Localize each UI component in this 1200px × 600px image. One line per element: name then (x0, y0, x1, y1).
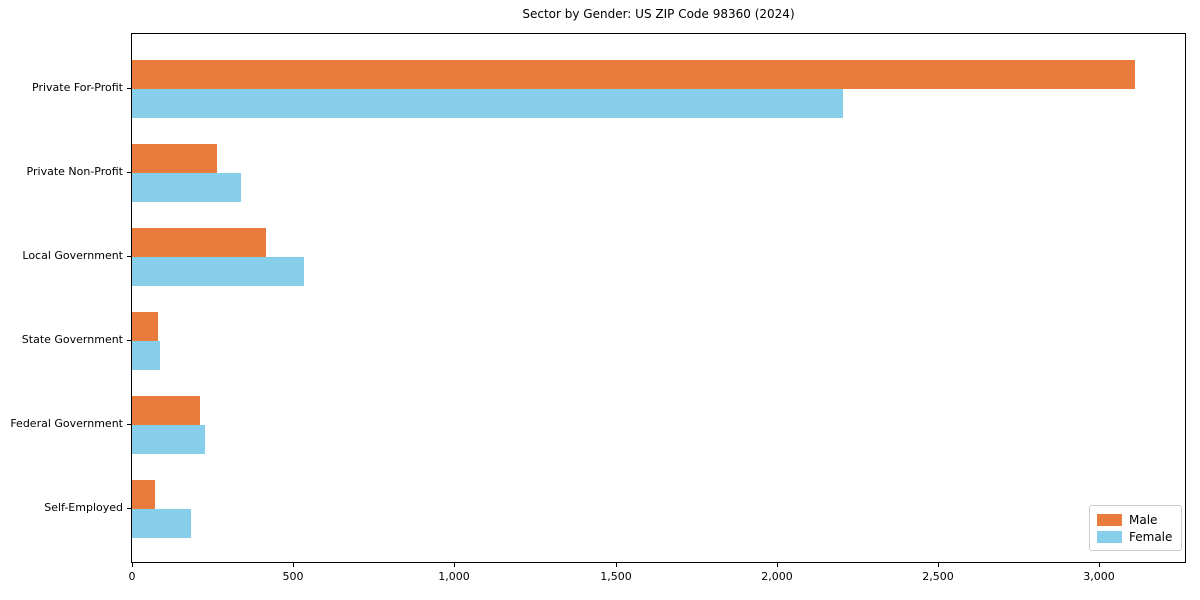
bar-female-4 (132, 425, 205, 454)
y-axis-label-2: Local Government (22, 249, 123, 262)
x-tick-mark (777, 563, 778, 567)
legend-item-female: Female (1097, 529, 1174, 544)
x-tick-mark (293, 563, 294, 567)
x-tick-mark (616, 563, 617, 567)
bar-male-5 (132, 480, 155, 509)
y-tick-mark (127, 172, 131, 173)
x-axis-label-2: 1,000 (438, 570, 470, 583)
x-tick-mark (132, 563, 133, 567)
bar-female-5 (132, 509, 191, 538)
legend: Male Female (1089, 505, 1182, 551)
male-series-swatch-icon (1097, 513, 1122, 526)
legend-label-female: Female (1129, 529, 1173, 544)
x-tick-mark (1099, 563, 1100, 567)
x-axis-label-4: 2,000 (761, 570, 793, 583)
bar-male-3 (132, 312, 158, 341)
bar-female-1 (132, 173, 241, 202)
y-tick-mark (127, 424, 131, 425)
y-tick-mark (127, 256, 131, 257)
y-tick-mark (127, 508, 131, 509)
x-axis-label-0: 0 (128, 570, 136, 583)
chart-title: Sector by Gender: US ZIP Code 98360 (202… (522, 7, 795, 21)
legend-label-male: Male (1129, 512, 1158, 527)
y-tick-mark (127, 340, 131, 341)
bar-male-2 (132, 228, 266, 257)
y-axis-label-5: Self-Employed (44, 501, 123, 514)
bar-male-1 (132, 144, 217, 173)
x-tick-mark (938, 563, 939, 567)
x-tick-mark (454, 563, 455, 567)
bar-female-0 (132, 89, 843, 118)
bar-female-2 (132, 257, 304, 286)
plot-area (131, 33, 1186, 563)
y-tick-mark (127, 88, 131, 89)
y-axis-label-4: Federal Government (10, 417, 123, 430)
legend-item-male: Male (1097, 512, 1174, 527)
y-axis-label-3: State Government (21, 333, 123, 346)
x-axis-label-6: 3,000 (1083, 570, 1115, 583)
bar-male-4 (132, 396, 200, 425)
y-axis-label-0: Private For-Profit (32, 81, 123, 94)
x-axis-label-5: 2,500 (922, 570, 954, 583)
bar-female-3 (132, 341, 160, 370)
bar-male-0 (132, 60, 1135, 89)
female-series-swatch-icon (1097, 530, 1122, 543)
y-axis-label-1: Private Non-Profit (26, 165, 123, 178)
x-axis-label-3: 1,500 (600, 570, 632, 583)
x-axis-label-1: 500 (282, 570, 304, 583)
